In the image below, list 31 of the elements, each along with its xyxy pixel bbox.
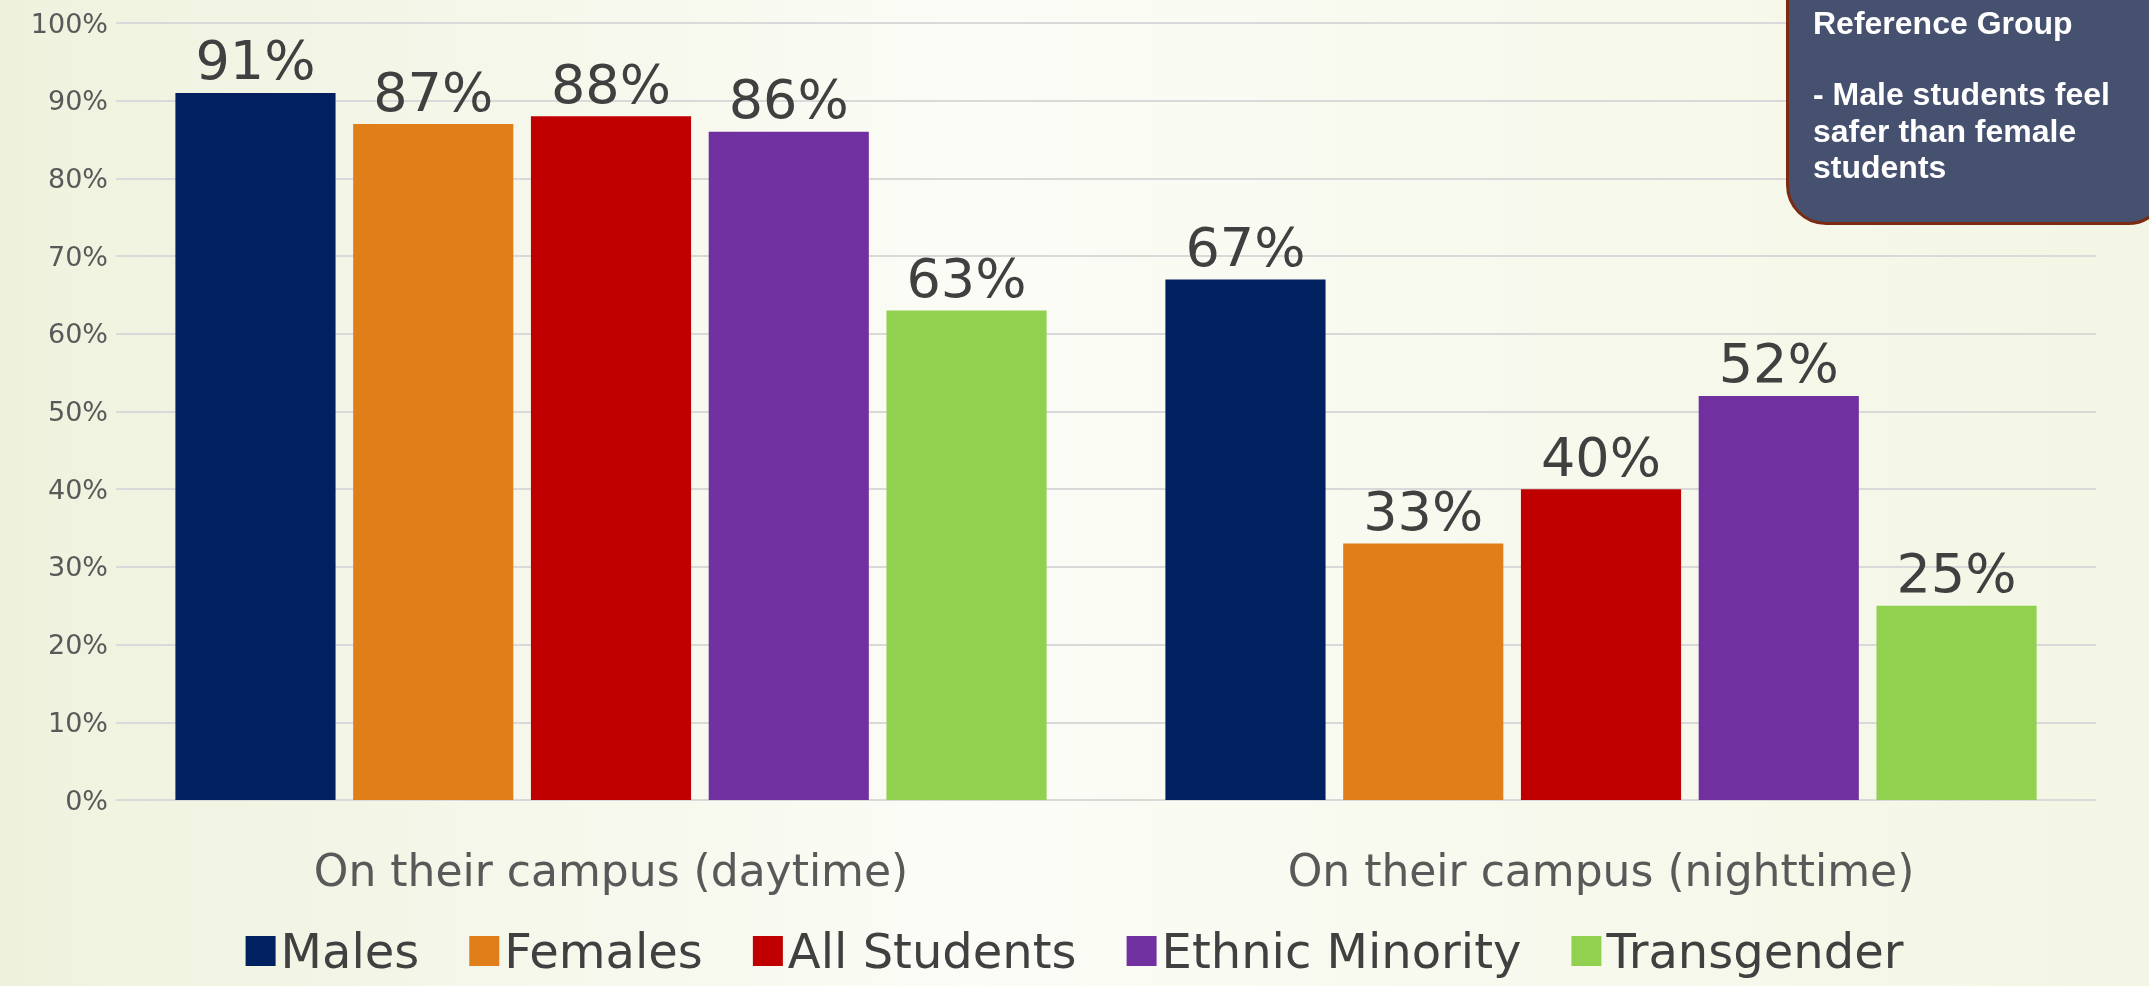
y-tick-label: 0%: [65, 784, 108, 816]
annotation: Reference Group: [1813, 5, 2074, 42]
text: 88%: [550, 52, 672, 116]
y-tick-label: 70%: [47, 240, 108, 272]
text: 91%: [195, 29, 316, 93]
y-tick-label: 60%: [47, 318, 108, 350]
y-tick-label: 10%: [47, 706, 108, 738]
y-tick-label: 30%: [47, 551, 108, 583]
y-tick-label: 100%: [30, 7, 108, 39]
legend-label: Females: [504, 923, 703, 979]
text: 87%: [373, 60, 494, 124]
text: 67%: [1185, 215, 1306, 279]
text: 52%: [1718, 332, 1839, 396]
x-tick-label: On their campus (daytime): [313, 844, 909, 896]
text: 40%: [1540, 425, 1662, 489]
legend-label: Transgender: [1605, 923, 1904, 979]
y-tick-label: 50%: [47, 396, 108, 427]
legend-label: All Students: [787, 923, 1077, 979]
text: 33%: [1363, 480, 1484, 544]
annotation: - Male students feel safer than female students: [1813, 75, 2111, 187]
text: 63%: [906, 246, 1027, 310]
x-tick-label: On their campus (nighttime): [1287, 844, 1915, 896]
y-tick-label: 90%: [47, 85, 108, 117]
y-tick-label: 40%: [47, 473, 108, 505]
y-tick-label: 80%: [47, 162, 108, 194]
text: 86%: [728, 68, 849, 132]
text: 25%: [1896, 542, 2017, 606]
rounded-box: Reference Group - Male students feel safer than female students: [1786, 0, 2149, 226]
legend-label: Males: [280, 923, 420, 979]
legend-label: Ethnic Minority: [1161, 923, 1522, 979]
y-tick-label: 20%: [47, 629, 108, 661]
